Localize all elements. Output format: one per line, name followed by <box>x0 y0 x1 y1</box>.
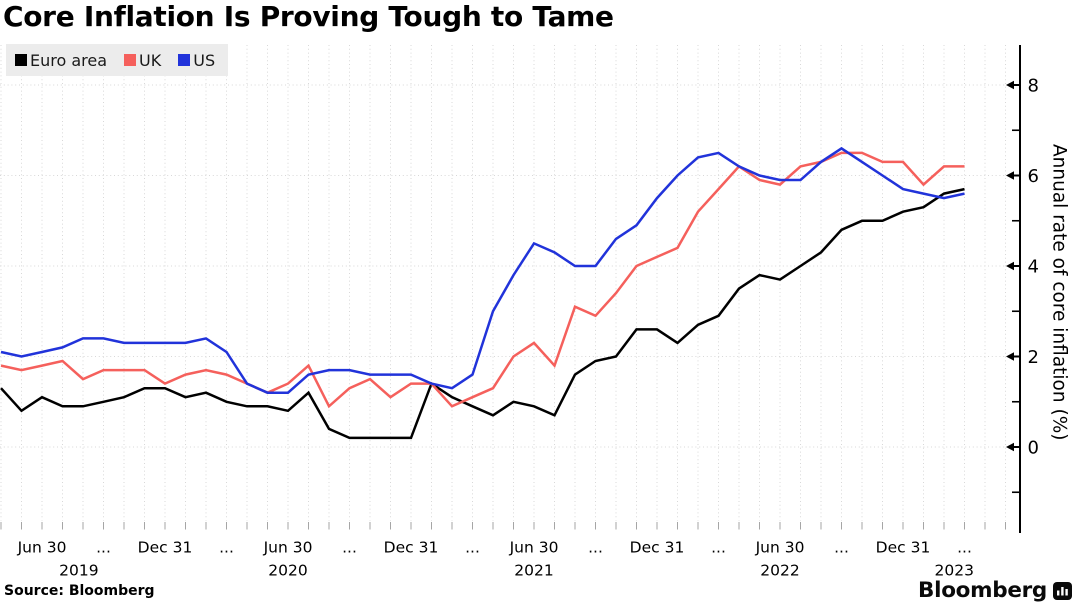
horizontal-gridlines <box>0 84 1020 448</box>
x-tick-label: ... <box>465 539 480 557</box>
legend-swatch-euro-area <box>15 54 27 66</box>
series-line-us <box>0 146 965 394</box>
series-line-euro-area <box>0 187 965 440</box>
x-tick-label: ... <box>711 539 726 557</box>
x-tick-label: Jun 30 <box>509 539 559 557</box>
x-year-label: 2020 <box>268 562 307 580</box>
y-axis-major-ticks: 0 2 4 6 8 <box>1006 76 1039 459</box>
legend-label-us: US <box>193 50 216 70</box>
x-year-label: 2019 <box>59 562 98 580</box>
x-axis-month-ticks <box>0 522 1006 530</box>
y-tick-label: 2 <box>1028 347 1039 368</box>
x-tick-label: ... <box>219 539 234 557</box>
bloomberg-logo: Bloomberg <box>918 578 1072 603</box>
x-tick-label: Dec 31 <box>384 539 439 557</box>
x-tick-label: ... <box>96 539 111 557</box>
x-year-label: 2023 <box>935 562 974 580</box>
y-tick-label: 8 <box>1028 76 1039 97</box>
x-axis-labels: Jun 30... Dec 31... Jun 30... Dec 31... Jun … <box>17 539 974 580</box>
bloomberg-logo-icon <box>1053 581 1072 600</box>
series-line-uk <box>0 151 965 409</box>
y-tick-label: 0 <box>1028 438 1039 459</box>
legend-label-euro-area: Euro area <box>30 50 108 70</box>
chart-title: Core Inflation Is Proving Tough to Tame <box>3 0 614 33</box>
legend-item-us: US <box>178 51 215 70</box>
x-tick-label: Dec 31 <box>876 539 931 557</box>
y-tick-label: 6 <box>1028 166 1039 187</box>
chart-legend: Euro area UK US <box>6 44 229 76</box>
x-tick-label: ... <box>834 539 849 557</box>
legend-label-uk: UK <box>139 50 162 70</box>
y-tick-label: 4 <box>1028 257 1039 278</box>
y-axis-minor-ticks <box>1012 129 1020 494</box>
legend-item-euro-area: Euro area <box>15 51 107 70</box>
x-tick-label: Dec 31 <box>630 539 685 557</box>
legend-swatch-us <box>178 54 191 66</box>
x-tick-label: ... <box>588 539 603 557</box>
x-tick-label: Jun 30 <box>263 539 313 557</box>
y-axis-title: Annual rate of core inflation (%) <box>1048 144 1070 441</box>
legend-item-uk: UK <box>124 51 161 70</box>
legend-swatch-uk <box>124 54 137 66</box>
x-year-label: 2022 <box>760 562 799 580</box>
x-tick-label: Dec 31 <box>138 539 193 557</box>
x-tick-label: Jun 30 <box>17 539 67 557</box>
vertical-gridlines <box>0 45 1006 521</box>
source-note: Source: Bloomberg <box>4 583 155 599</box>
x-tick-label: Jun 30 <box>755 539 805 557</box>
x-tick-label: ... <box>342 539 357 557</box>
x-year-label: 2021 <box>514 562 553 580</box>
bloomberg-logo-text: Bloomberg <box>918 578 1047 603</box>
x-tick-label: ... <box>957 539 972 557</box>
